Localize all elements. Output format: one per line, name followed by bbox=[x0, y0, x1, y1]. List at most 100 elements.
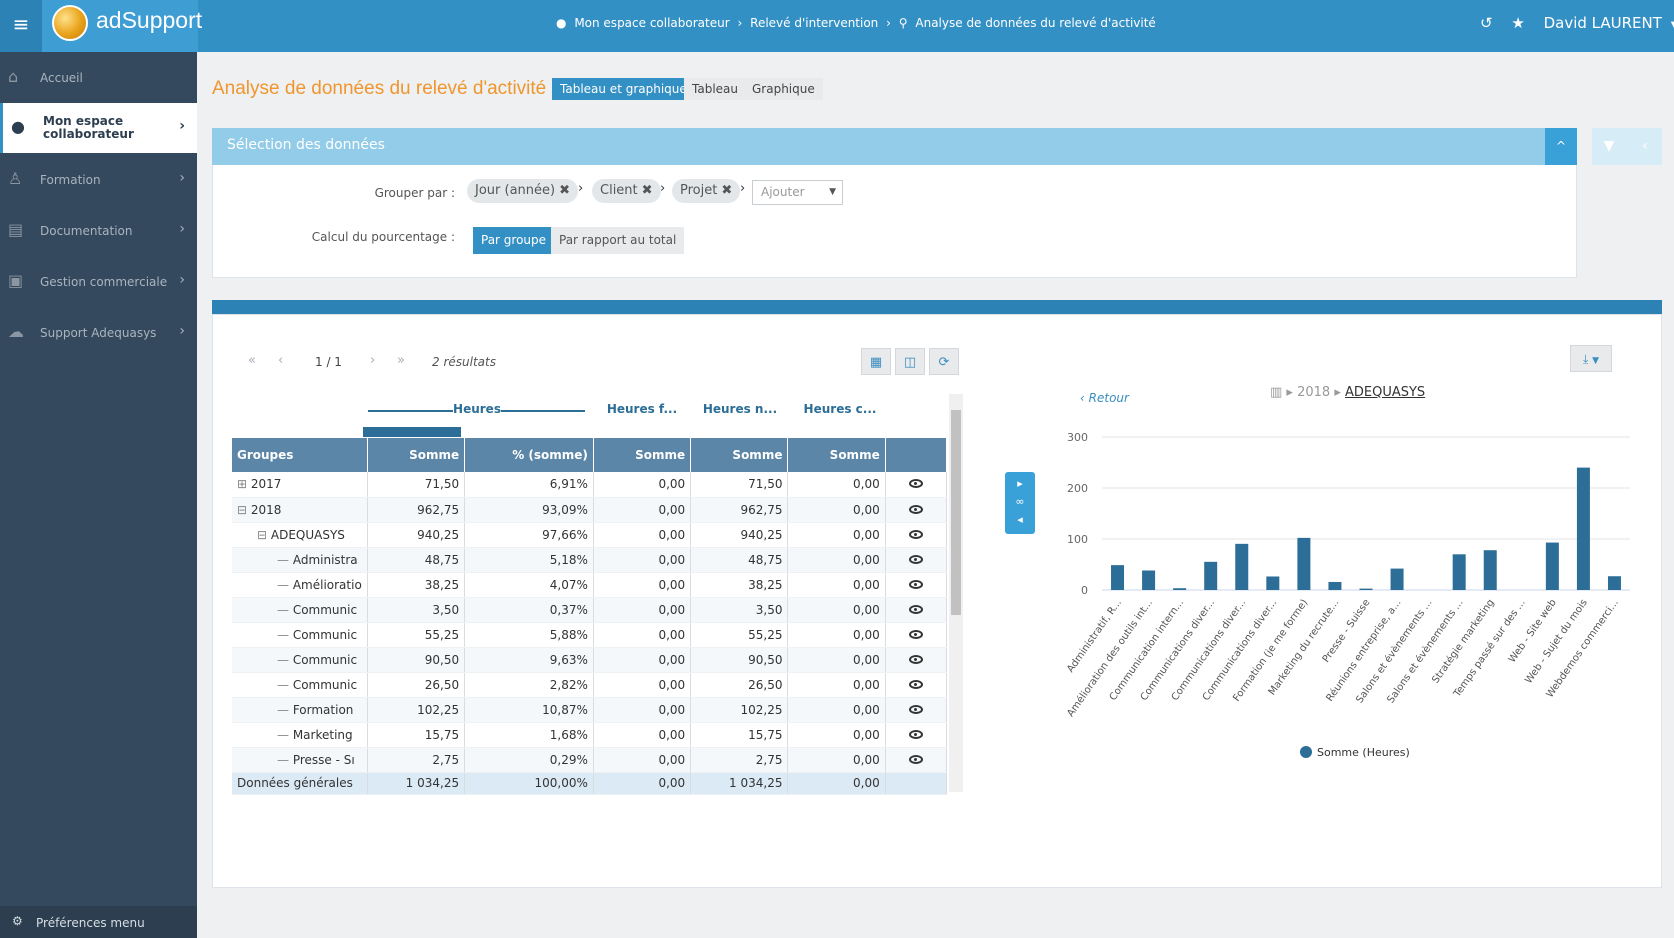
chart-bar[interactable] bbox=[1328, 581, 1342, 590]
caret-down-icon[interactable]: ▼ bbox=[1671, 20, 1674, 31]
chart-bar[interactable] bbox=[1266, 576, 1280, 590]
col-header[interactable]: Somme bbox=[787, 438, 886, 472]
chart-bar[interactable] bbox=[1576, 467, 1590, 590]
add-group-select[interactable]: Ajouter ▼ bbox=[752, 180, 843, 205]
caret-left-icon[interactable]: ◂ bbox=[1017, 513, 1023, 526]
expand-toggle-icon[interactable]: ⊟ bbox=[237, 502, 251, 517]
last-page-icon[interactable]: » bbox=[397, 353, 405, 368]
group-tag-annee[interactable]: Jour (année) ✖ bbox=[467, 179, 578, 203]
table-row[interactable]: — Formation 102,25 10,87% 0,00 102,25 0,00 bbox=[232, 697, 948, 723]
eye-icon[interactable] bbox=[908, 679, 923, 689]
eye-icon[interactable] bbox=[908, 704, 923, 714]
table-row[interactable]: — Communic 90,50 9,63% 0,00 90,50 0,00 bbox=[232, 647, 948, 673]
table-row[interactable]: — Communic 55,25 5,88% 0,00 55,25 0,00 bbox=[232, 622, 948, 648]
download-chart-button[interactable]: ⤓ ▼ bbox=[1570, 345, 1612, 372]
value-cell: 0,00 bbox=[787, 522, 886, 548]
table-row[interactable]: — Presse - Sı 2,75 0,29% 0,00 2,75 0,00 bbox=[232, 747, 948, 773]
table-row[interactable]: — Marketing 15,75 1,68% 0,00 15,75 0,00 bbox=[232, 722, 948, 748]
hamburger-icon[interactable]: ≡ bbox=[0, 0, 42, 52]
star-icon[interactable]: ★ bbox=[1511, 14, 1525, 32]
table-row[interactable]: ⊞ 2017 71,50 6,91% 0,00 71,50 0,00 bbox=[232, 472, 948, 498]
history-icon[interactable]: ↺ bbox=[1480, 14, 1493, 32]
col-header[interactable]: % (somme) bbox=[464, 438, 594, 472]
chart-bar[interactable] bbox=[1390, 568, 1404, 590]
eye-icon[interactable] bbox=[908, 579, 923, 589]
expand-toggle-icon[interactable]: ⊟ bbox=[257, 527, 271, 542]
view-chart-button[interactable]: Graphique bbox=[744, 78, 823, 100]
sidebar-item-formation[interactable]: ♙ Formation › bbox=[0, 155, 197, 205]
eye-icon[interactable] bbox=[908, 554, 923, 564]
value-cell: 0,00 bbox=[787, 697, 886, 723]
table-chart-link-control[interactable]: ▸ ∞ ◂ bbox=[1005, 472, 1035, 534]
prev-page-icon[interactable]: ‹ bbox=[278, 353, 284, 368]
sidebar-item-documentation[interactable]: ▤ Documentation › bbox=[0, 206, 197, 256]
eye-icon[interactable] bbox=[908, 479, 923, 489]
sidebar-item-support[interactable]: ☁ Support Adequasys › bbox=[0, 308, 197, 358]
user-name[interactable]: David LAURENT bbox=[1543, 14, 1662, 32]
chart-bar[interactable] bbox=[1483, 550, 1497, 590]
refresh-icon[interactable]: ⟳ bbox=[929, 348, 959, 375]
bar-chart-icon[interactable]: ▥ bbox=[1270, 385, 1283, 400]
percent-by-group-button[interactable]: Par groupe bbox=[473, 227, 555, 254]
group-label: 2017 bbox=[250, 477, 282, 492]
chart-bar[interactable] bbox=[1235, 543, 1249, 590]
legend-label[interactable]: Somme (Heures) bbox=[1317, 746, 1410, 759]
link-icon[interactable]: ∞ bbox=[1015, 495, 1025, 508]
close-icon[interactable]: ✖ bbox=[721, 183, 733, 198]
view-table-button[interactable]: Tableau bbox=[684, 78, 746, 100]
table-row[interactable]: ⊟ ADEQUASYS 940,25 97,66% 0,00 940,25 0,00 bbox=[232, 522, 948, 548]
chart-bar[interactable] bbox=[1607, 576, 1621, 590]
group-label: Communic bbox=[292, 677, 358, 692]
table-row[interactable]: — Communic 3,50 0,37% 0,00 3,50 0,00 bbox=[232, 597, 948, 623]
table-row[interactable]: — Administra 48,75 5,18% 0,00 48,75 0,00 bbox=[232, 547, 948, 573]
sidebar-item-accueil[interactable]: ⌂ Accueil bbox=[0, 53, 197, 103]
chart-crumb-client: ADEQUASYS bbox=[1344, 385, 1426, 400]
breadcrumb-item[interactable]: Relevé d'intervention bbox=[750, 16, 879, 30]
chart-crumb-year[interactable]: 2018 bbox=[1297, 385, 1331, 400]
eye-icon[interactable] bbox=[908, 604, 923, 614]
eye-icon[interactable] bbox=[908, 754, 923, 764]
table-row[interactable]: — Amélioratio 38,25 4,07% 0,00 38,25 0,00 bbox=[232, 572, 948, 598]
chart-bar[interactable] bbox=[1204, 561, 1218, 590]
col-header[interactable]: Groupes bbox=[232, 438, 368, 472]
scrollbar-thumb[interactable] bbox=[951, 410, 961, 615]
chart-bar[interactable] bbox=[1359, 588, 1373, 590]
close-icon[interactable]: ✖ bbox=[559, 183, 570, 198]
chart-bar[interactable] bbox=[1297, 537, 1311, 590]
percent-by-total-button[interactable]: Par rapport au total bbox=[551, 227, 685, 254]
next-page-icon[interactable]: › bbox=[370, 353, 376, 368]
columns-icon[interactable]: ◫ bbox=[895, 348, 925, 375]
preferences-menu[interactable]: ⚙ Préférences menu bbox=[0, 906, 197, 938]
col-header[interactable]: Somme bbox=[593, 438, 692, 472]
sidebar-item-mon-espace[interactable]: ● Mon espace collaborateur › bbox=[0, 103, 197, 153]
filter-icon[interactable]: ▼ bbox=[1603, 138, 1615, 154]
sidebar-item-gestion-commerciale[interactable]: ▣ Gestion commerciale › bbox=[0, 257, 197, 307]
eye-icon[interactable] bbox=[908, 504, 923, 514]
collapse-panel-button[interactable]: ^ bbox=[1545, 128, 1577, 165]
eye-icon[interactable] bbox=[908, 729, 923, 739]
actions-cell bbox=[885, 647, 948, 673]
eye-icon[interactable] bbox=[908, 529, 923, 539]
eye-icon[interactable] bbox=[908, 629, 923, 639]
chart-bar[interactable] bbox=[1452, 554, 1466, 590]
back-link[interactable]: ‹ Retour bbox=[1080, 391, 1129, 405]
view-table-chart-button[interactable]: Tableau et graphique bbox=[552, 78, 695, 100]
col-header[interactable]: Somme bbox=[690, 438, 789, 472]
expand-toggle-icon[interactable]: ⊞ bbox=[237, 477, 251, 492]
breadcrumb-item[interactable]: Mon espace collaborateur bbox=[574, 16, 730, 30]
eye-icon[interactable] bbox=[908, 654, 923, 664]
chart-bar[interactable] bbox=[1111, 565, 1125, 590]
col-header[interactable]: Somme bbox=[367, 438, 466, 472]
close-icon[interactable]: ✖ bbox=[641, 183, 653, 198]
group-tag-client[interactable]: Client ✖ bbox=[592, 179, 661, 203]
chart-bar[interactable] bbox=[1173, 588, 1187, 590]
table-row[interactable]: — Communic 26,50 2,82% 0,00 26,50 0,00 bbox=[232, 672, 948, 698]
group-tag-projet[interactable]: Projet ✖ bbox=[672, 179, 741, 203]
chart-bar[interactable] bbox=[1142, 570, 1156, 590]
first-page-icon[interactable]: « bbox=[248, 353, 256, 368]
excel-export-icon[interactable]: ▦ bbox=[861, 348, 891, 375]
caret-right-icon[interactable]: ▸ bbox=[1017, 477, 1023, 490]
table-row[interactable]: ⊟ 2018 962,75 93,09% 0,00 962,75 0,00 bbox=[232, 497, 948, 523]
chart-bar[interactable] bbox=[1545, 542, 1559, 590]
chevron-left-icon[interactable]: ‹ bbox=[1642, 138, 1648, 154]
